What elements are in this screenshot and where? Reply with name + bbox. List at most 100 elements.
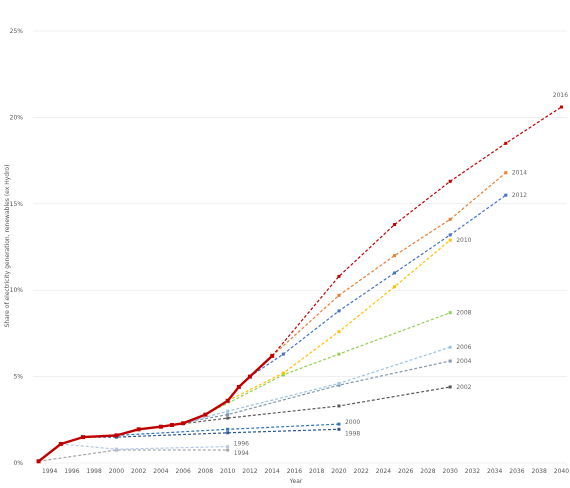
data-point-2006: [226, 409, 230, 413]
series-line-2012: [249, 194, 507, 378]
data-point-2010: [393, 285, 397, 289]
x-tick-label: 1994: [42, 468, 57, 475]
historical-point: [225, 398, 230, 403]
x-tick-label: 2026: [398, 468, 413, 475]
series-label-2010: 2010: [456, 237, 471, 244]
historical-series: [36, 353, 275, 464]
series-line-1994: [38, 449, 228, 462]
series-line-2014: [271, 172, 507, 357]
series-labels: 1994 1996 1998 2000 2002 2004 2006 2008 2010 2012…: [234, 92, 569, 457]
data-point-2010: [448, 238, 452, 242]
data-point-2000: [226, 427, 230, 431]
data-point-2012: [337, 309, 341, 313]
series-line-2002: [138, 386, 451, 430]
series-label-2012: 2012: [512, 192, 527, 199]
historical-point: [158, 424, 163, 429]
x-tick-label: 2038: [532, 468, 547, 475]
historical-point: [114, 433, 119, 438]
x-tick-label: 2036: [509, 468, 524, 475]
historical-point: [136, 427, 141, 432]
data-point-2008: [337, 352, 341, 356]
series-label-2008: 2008: [456, 310, 471, 317]
data-point-2016: [393, 223, 397, 227]
y-tick-label: 15%: [10, 201, 24, 208]
x-tick-label: 2016: [287, 468, 302, 475]
x-tick-label: 2008: [198, 468, 213, 475]
x-tick-label: 2020: [331, 468, 346, 475]
x-tick-label: 2030: [443, 468, 458, 475]
x-tick-label: 2002: [131, 468, 146, 475]
data-point-1996: [226, 445, 230, 449]
series-line-1996: [60, 443, 228, 450]
data-point-2014: [337, 293, 341, 297]
historical-point: [270, 353, 275, 358]
y-tick-label: 0%: [13, 460, 23, 467]
x-tick-label: 2024: [376, 468, 391, 475]
y-tick-label: 25%: [10, 28, 24, 35]
x-axis-title: Year: [289, 478, 303, 485]
data-point-2016: [337, 274, 341, 278]
series-label-2004: 2004: [456, 358, 471, 365]
series-line-2004: [160, 360, 451, 428]
series-label-1996: 1996: [234, 441, 249, 448]
projection-series: [38, 105, 563, 462]
data-point-2006: [337, 382, 341, 386]
x-tick-label: 2012: [242, 468, 257, 475]
data-point-2014: [448, 217, 452, 221]
series-label-1998: 1998: [345, 430, 360, 437]
x-tick-label: 1998: [87, 468, 102, 475]
historical-point: [58, 441, 63, 446]
data-point-2002: [448, 385, 452, 389]
data-point-2004: [226, 413, 230, 417]
data-point-2016: [504, 141, 508, 145]
series-label-2002: 2002: [456, 384, 471, 391]
series-line-2006: [183, 346, 451, 424]
y-axis-tick-labels: 0% 5% 10% 15% 20% 25%: [10, 28, 24, 467]
data-point-2008: [281, 373, 285, 377]
data-point-2012: [393, 271, 397, 275]
x-tick-label: 2006: [176, 468, 191, 475]
historical-point: [247, 374, 252, 379]
y-tick-label: 5%: [13, 374, 23, 381]
x-axis-tick-labels: 1994 1996 1998 2000 2002 2004 2006 2008 2010 2012…: [42, 468, 569, 475]
data-point-2012: [281, 352, 285, 356]
historical-point: [36, 459, 41, 464]
x-tick-label: 2018: [309, 468, 324, 475]
historical-point: [236, 384, 241, 389]
x-tick-label: 2040: [554, 468, 569, 475]
series-line-2016: [271, 106, 562, 357]
data-point-2002: [226, 416, 230, 420]
series-line-2008: [205, 312, 451, 416]
data-point-2010: [281, 371, 285, 375]
data-point-2000: [337, 422, 341, 426]
series-label-2016: 2016: [553, 92, 568, 99]
series-label-2014: 2014: [512, 170, 527, 177]
y-tick-label: 10%: [10, 287, 24, 294]
x-tick-label: 2010: [220, 468, 235, 475]
data-point-2010: [337, 330, 341, 334]
data-point-2012: [504, 193, 508, 197]
data-point-2008: [448, 311, 452, 315]
historical-point: [81, 435, 86, 440]
x-tick-label: 1996: [64, 468, 79, 475]
data-point-2016: [559, 105, 563, 109]
series-label-1994: 1994: [234, 450, 249, 457]
series-label-2000: 2000: [345, 419, 360, 426]
data-point-1998: [226, 431, 230, 435]
data-point-2014: [393, 254, 397, 258]
historical-point: [181, 421, 186, 426]
data-point-2014: [504, 171, 508, 175]
data-point-2012: [448, 233, 452, 237]
data-point-2004: [448, 359, 452, 363]
x-tick-label: 2034: [487, 468, 502, 475]
data-point-2006: [448, 345, 452, 349]
y-tick-label: 20%: [10, 114, 24, 121]
data-point-2016: [448, 179, 452, 183]
x-tick-label: 2004: [153, 468, 168, 475]
x-tick-label: 2014: [265, 468, 280, 475]
data-point-1998: [337, 427, 341, 431]
data-point-1994: [226, 448, 230, 452]
historical-point: [203, 412, 208, 417]
x-tick-label: 2028: [420, 468, 435, 475]
